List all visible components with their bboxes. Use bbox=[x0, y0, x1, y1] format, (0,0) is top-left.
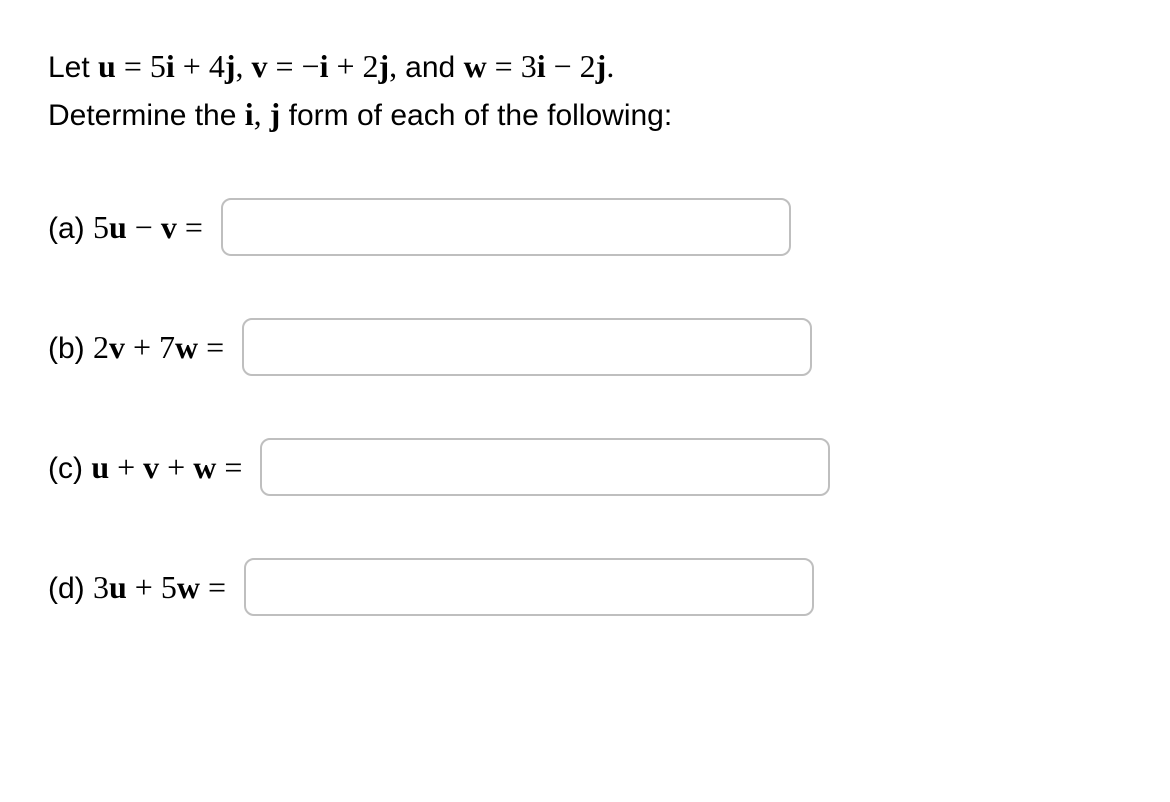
prefix-d: (d) bbox=[48, 572, 93, 605]
var-w-d: w bbox=[177, 569, 200, 605]
period: . bbox=[606, 48, 614, 84]
answer-input-d[interactable] bbox=[244, 558, 814, 616]
prefix-c: (c) bbox=[48, 452, 91, 485]
equals-a: = bbox=[177, 209, 203, 245]
label-c: (c) u + v + w = bbox=[48, 449, 242, 486]
unit-i-3: i bbox=[537, 48, 546, 84]
question-c: (c) u + v + w = bbox=[48, 438, 1122, 496]
text-and: and bbox=[405, 51, 463, 84]
var-v-c: v bbox=[143, 449, 159, 485]
prefix-b: (b) bbox=[48, 332, 93, 365]
question-b: (b) 2v + 7w = bbox=[48, 318, 1122, 376]
unit-j-label: j bbox=[270, 96, 281, 132]
equals-b: = bbox=[198, 329, 224, 365]
text-form: form of each of the following: bbox=[280, 99, 672, 132]
text-determine: Determine the bbox=[48, 99, 245, 132]
unit-i-label: i bbox=[245, 96, 254, 132]
label-b: (b) 2v + 7w = bbox=[48, 329, 224, 366]
op-plus-c2: + bbox=[159, 449, 193, 485]
label-a: (a) 5u − v = bbox=[48, 209, 203, 246]
answer-input-b[interactable] bbox=[242, 318, 812, 376]
eq-v: = − bbox=[267, 48, 319, 84]
plus-4: + 4 bbox=[175, 48, 225, 84]
var-v-b: v bbox=[109, 329, 125, 365]
coef-2: 2 bbox=[93, 329, 109, 365]
op-plus-5: + 5 bbox=[127, 569, 177, 605]
label-d: (d) 3u + 5w = bbox=[48, 569, 226, 606]
comma-2: , bbox=[389, 48, 405, 84]
op-plus-c1: + bbox=[109, 449, 143, 485]
comma-ij: , bbox=[254, 96, 270, 132]
eq-w: = 3 bbox=[487, 48, 537, 84]
var-u-d: u bbox=[109, 569, 127, 605]
coef-3: 3 bbox=[93, 569, 109, 605]
eq-u: = 5 bbox=[116, 48, 166, 84]
var-u: u bbox=[98, 48, 116, 84]
op-plus-7: + 7 bbox=[125, 329, 175, 365]
equals-d: = bbox=[200, 569, 226, 605]
unit-j-3: j bbox=[596, 48, 607, 84]
var-u-a: u bbox=[109, 209, 127, 245]
text-let: Let bbox=[48, 51, 98, 84]
unit-i: i bbox=[166, 48, 175, 84]
coef-5: 5 bbox=[93, 209, 109, 245]
minus-2: − 2 bbox=[546, 48, 596, 84]
var-u-c: u bbox=[91, 449, 109, 485]
answer-input-a[interactable] bbox=[221, 198, 791, 256]
var-v-a: v bbox=[161, 209, 177, 245]
intro-line-1: Let u = 5i + 4j, v = −i + 2j, and w = 3i… bbox=[48, 42, 1122, 90]
intro-line-2: Determine the i, j form of each of the f… bbox=[48, 90, 1122, 138]
comma-1: , bbox=[235, 48, 251, 84]
answer-input-c[interactable] bbox=[260, 438, 830, 496]
unit-j-2: j bbox=[379, 48, 390, 84]
op-minus-a: − bbox=[127, 209, 161, 245]
unit-j: j bbox=[225, 48, 236, 84]
var-v: v bbox=[251, 48, 267, 84]
question-a: (a) 5u − v = bbox=[48, 198, 1122, 256]
equals-c: = bbox=[216, 449, 242, 485]
var-w-b: w bbox=[175, 329, 198, 365]
question-d: (d) 3u + 5w = bbox=[48, 558, 1122, 616]
var-w: w bbox=[464, 48, 487, 84]
problem-statement: Let u = 5i + 4j, v = −i + 2j, and w = 3i… bbox=[48, 42, 1122, 138]
var-w-c: w bbox=[193, 449, 216, 485]
plus-2: + 2 bbox=[328, 48, 378, 84]
prefix-a: (a) bbox=[48, 212, 93, 245]
